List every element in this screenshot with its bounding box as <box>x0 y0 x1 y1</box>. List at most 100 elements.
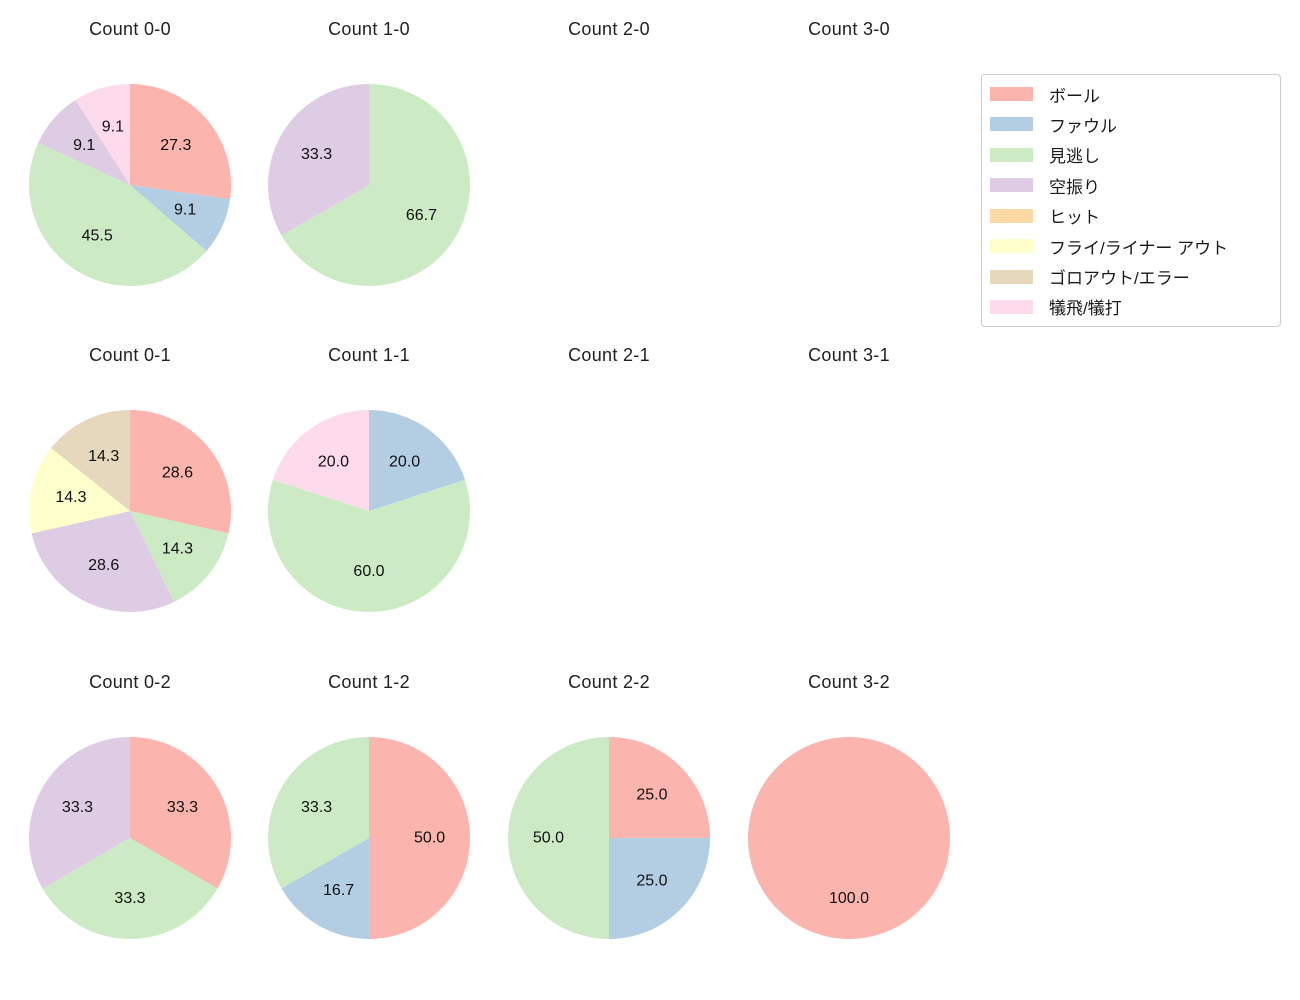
pie-slice-ファウル <box>609 838 710 939</box>
pie-slice-フライ/ライナー アウト <box>29 448 130 534</box>
subplot-count-2-1: Count 2-1 <box>489 338 729 650</box>
pie-slice-見逃し <box>42 838 218 940</box>
slice-percentage-label: 33.3 <box>167 799 198 816</box>
slice-percentage-label: 28.6 <box>162 465 193 482</box>
subplot-count-0-0: Count 0-0 27.3 9.1 45.5 9.1 9.1 <box>10 12 250 324</box>
legend-color-swatch <box>990 87 1033 101</box>
subplot-count-0-1: Count 0-1 28.6 14.3 28.6 14.3 14.3 <box>10 338 250 650</box>
chart-title: Count 0-2 <box>89 672 171 692</box>
legend-label: ヒット <box>1049 208 1100 228</box>
subplot-count-0-2: Count 0-2 33.3 33.3 33.3 <box>10 665 250 977</box>
slice-percentage-label: 28.6 <box>88 557 119 574</box>
subplot-count-2-0: Count 2-0 <box>489 12 729 324</box>
pie-slice-見逃し <box>268 737 369 889</box>
legend-color-swatch <box>990 147 1033 162</box>
subplot-count-3-0: Count 3-0 <box>729 12 969 324</box>
pie-slice-ファウル <box>130 185 230 252</box>
chart-title: Count 2-0 <box>568 19 650 39</box>
subplot-count-1-1: Count 1-1 20.0 60.0 20.0 <box>249 338 489 650</box>
legend-color-swatch <box>990 117 1033 132</box>
slice-percentage-label: 33.3 <box>62 799 93 816</box>
slice-percentage-label: 9.1 <box>174 202 196 219</box>
slice-percentage-label: 50.0 <box>414 830 445 847</box>
pie-slice-空振り <box>268 84 369 236</box>
chart-title: Count 0-1 <box>89 345 171 365</box>
legend-label: 空振り <box>1049 177 1100 197</box>
pie-slice-犠飛/犠打 <box>272 410 369 511</box>
slice-percentage-label: 20.0 <box>389 454 420 471</box>
pie-slice-見逃し <box>29 143 207 286</box>
pie-slice-ボール <box>609 737 710 838</box>
legend-label: ボール <box>1049 86 1100 106</box>
slice-percentage-label: 60.0 <box>353 563 384 580</box>
legend-color-swatch <box>990 299 1033 314</box>
legend-label: 見逃し <box>1049 147 1100 167</box>
chart-title: Count 1-0 <box>328 19 410 39</box>
pie-slice-ボール <box>130 737 232 889</box>
slice-percentage-label: 14.3 <box>162 540 193 557</box>
slice-percentage-label: 14.3 <box>88 448 119 465</box>
pie-slice-空振り <box>38 100 130 185</box>
pie-chart: 27.3 9.1 45.5 9.1 9.1 <box>29 84 231 286</box>
subplot-count-1-2: Count 1-2 50.0 16.7 33.3 <box>249 665 489 977</box>
slice-percentage-label: 25.0 <box>636 872 667 889</box>
pie-chart: 28.6 14.3 28.6 14.3 14.3 <box>29 410 232 613</box>
slice-percentage-label: 27.3 <box>160 137 191 154</box>
legend-item: 空振り <box>990 170 1280 200</box>
legend-item: 犠飛/犠打 <box>990 292 1280 322</box>
pie-slice-ボール <box>130 84 231 200</box>
pie-chart: 33.3 33.3 33.3 <box>28 737 232 940</box>
subplot-count-2-2: Count 2-2 25.0 25.0 50.0 <box>489 665 729 977</box>
legend-label: ファウル <box>1049 116 1117 136</box>
legend-color-swatch <box>990 239 1033 254</box>
slice-percentage-label: 45.5 <box>82 228 113 245</box>
legend-label: フライ/ライナー アウト <box>1049 238 1229 258</box>
pie-slice-ゴロアウト/エラー <box>51 410 130 511</box>
chart-title: Count 2-1 <box>568 345 650 365</box>
slice-percentage-label: 33.3 <box>301 799 332 816</box>
legend-item: ファウル <box>990 109 1280 139</box>
chart-title: Count 3-2 <box>808 672 890 692</box>
subplot-count-3-2: Count 3-2 100.0 <box>729 665 969 977</box>
pie-slice-空振り <box>28 737 130 889</box>
legend-item: フライ/ライナー アウト <box>990 231 1280 261</box>
slice-percentage-label: 9.1 <box>73 137 95 154</box>
legend-color-swatch <box>990 269 1033 284</box>
chart-title: Count 1-2 <box>328 672 410 692</box>
legend-label: ゴロアウト/エラー <box>1049 269 1190 289</box>
subplot-count-3-1: Count 3-1 <box>729 338 969 650</box>
slice-percentage-label: 33.3 <box>301 146 332 163</box>
slice-percentage-label: 14.3 <box>55 489 86 506</box>
pie-chart: 20.0 60.0 20.0 <box>268 410 470 612</box>
slice-percentage-label: 16.7 <box>323 882 354 899</box>
pie-slice-見逃し <box>508 737 609 939</box>
pie-slice-見逃し <box>281 84 471 286</box>
subplot-count-1-0: Count 1-0 66.7 33.3 <box>249 12 489 324</box>
pie-slice-ファウル <box>281 838 369 939</box>
slice-percentage-label: 9.1 <box>102 118 124 135</box>
chart-title: Count 2-2 <box>568 672 650 692</box>
chart-title: Count 3-1 <box>808 345 890 365</box>
chart-title: Count 0-0 <box>89 19 171 39</box>
legend-label: 犠飛/犠打 <box>1049 299 1122 319</box>
slice-percentage-label: 25.0 <box>636 787 667 804</box>
slice-percentage-label: 33.3 <box>114 890 145 907</box>
pie-chart: 50.0 16.7 33.3 <box>268 737 470 939</box>
pie-slice-ファウル <box>369 410 466 511</box>
slice-percentage-label: 100.0 <box>829 890 869 907</box>
legend-color-swatch <box>990 208 1033 223</box>
slice-percentage-label: 50.0 <box>533 830 564 847</box>
legend-color-swatch <box>990 178 1033 193</box>
chart-title: Count 3-0 <box>808 19 890 39</box>
pie-slice-ボール <box>130 410 232 534</box>
slice-percentage-label: 20.0 <box>318 454 349 471</box>
pie-chart: 25.0 25.0 50.0 <box>508 737 710 939</box>
legend-item: ゴロアウト/エラー <box>990 262 1280 292</box>
pie-chart: 66.7 33.3 <box>268 84 471 286</box>
slice-percentage-label: 66.7 <box>406 207 437 224</box>
legend-item: 見逃し <box>990 140 1280 170</box>
chart-title: Count 1-1 <box>328 345 410 365</box>
pie-slice-犠飛/犠打 <box>75 84 130 185</box>
